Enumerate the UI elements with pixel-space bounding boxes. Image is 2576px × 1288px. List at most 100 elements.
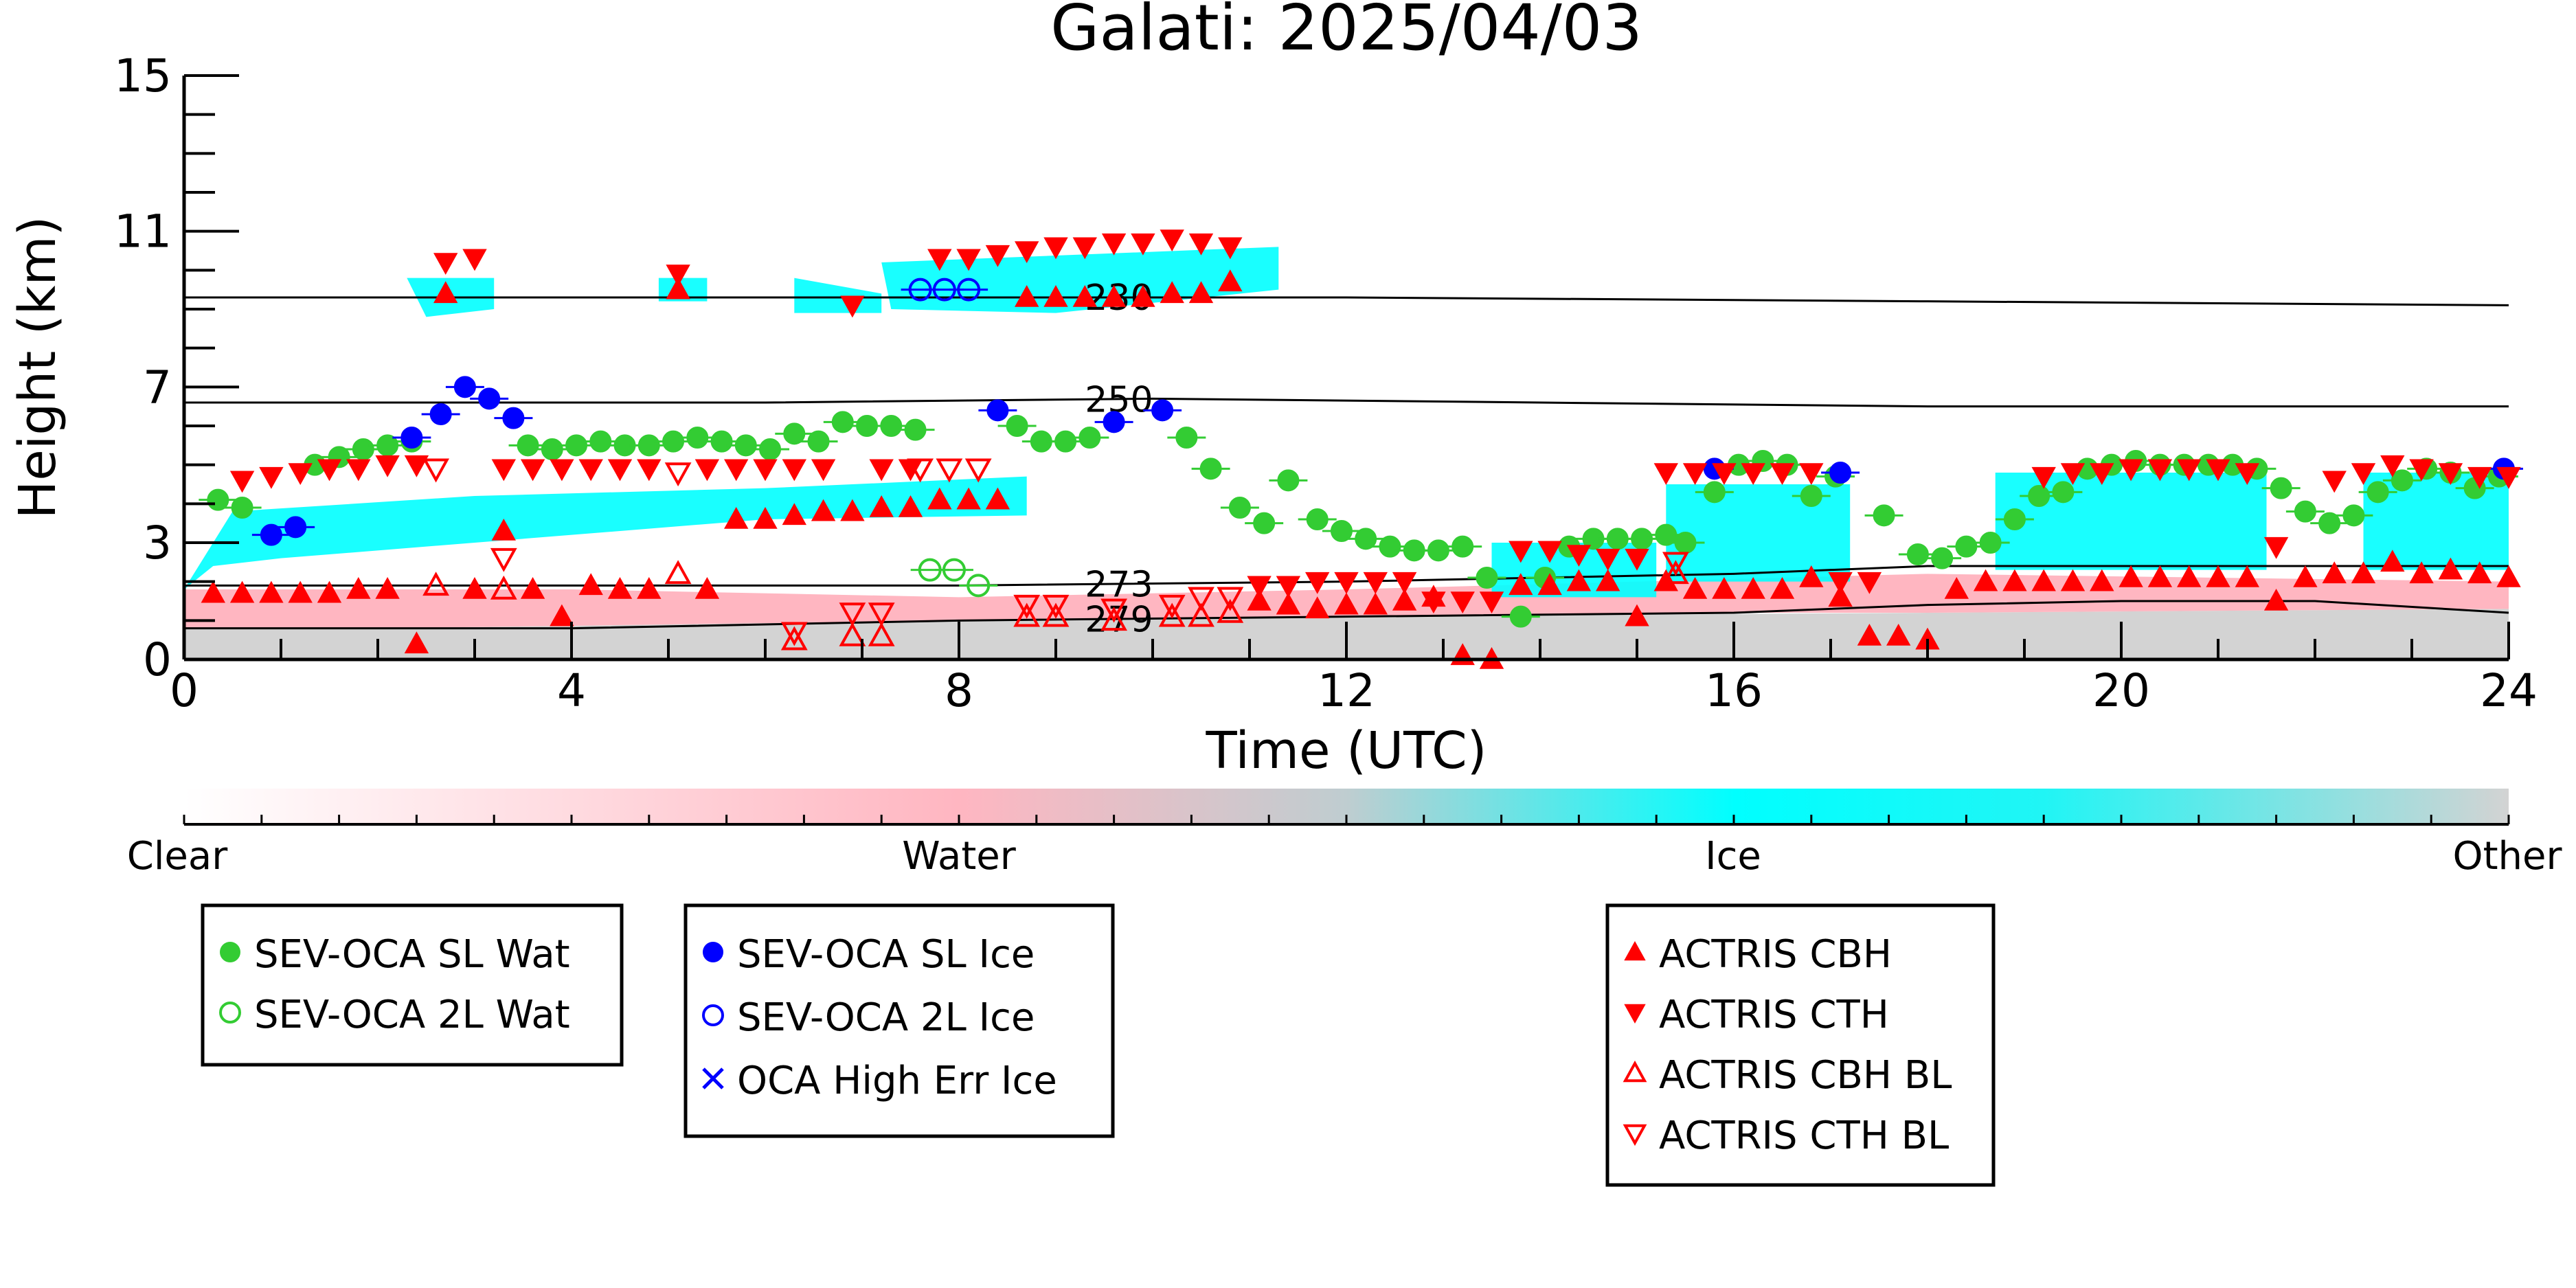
point-actris-cth-bl-3 — [780, 622, 808, 646]
point-actris-cbh-24 — [898, 495, 923, 517]
x-axis-label: Time (UTC) — [1205, 721, 1487, 780]
point-sev-oca-2l-wat-2 — [967, 574, 991, 598]
point-actris-cbh-23 — [869, 495, 894, 517]
x-tick-label-4: 4 — [557, 664, 586, 717]
y-tick-label-7: 7 — [143, 361, 172, 414]
colorbar-ticks — [183, 815, 2510, 826]
cloud-region-ice-7 — [1666, 484, 1851, 582]
point-actris-cth-15 — [666, 264, 690, 287]
y-tick-label-3: 3 — [143, 517, 172, 569]
series-actris-cth-bl — [422, 458, 1689, 646]
point-actris-cbh-10 — [491, 518, 516, 541]
point-sev-oca-2l-wat-1 — [942, 558, 966, 582]
point-actris-cth-48 — [1625, 548, 1649, 571]
y-tick-label-0: 0 — [143, 633, 172, 686]
point-actris-cbh-60 — [1944, 576, 1969, 599]
legend-frame — [683, 903, 1115, 1138]
point-sev-oca-sl-ice-5 — [478, 387, 501, 410]
point-actris-cbh-8 — [433, 281, 458, 304]
point-actris-cbh-48 — [1596, 569, 1620, 591]
point-sev-oca-sl-wat-40 — [1476, 567, 1498, 589]
point-actris-cbh-0 — [201, 580, 225, 603]
point-sev-oca-sl-wat-27 — [1078, 427, 1101, 449]
point-actris-cbh-1 — [229, 580, 255, 603]
point-actris-cth-39 — [1363, 572, 1388, 594]
point-sev-oca-sl-wat-49 — [1703, 481, 1726, 504]
point-actris-cth-68 — [2380, 455, 2405, 477]
point-sev-oca-sl-wat-74 — [2342, 504, 2365, 527]
point-actris-cbh-bl-6 — [1013, 602, 1041, 627]
point-sev-oca-sl-wat-46 — [1631, 528, 1653, 550]
point-actris-cth-25 — [956, 249, 981, 271]
point-actris-cth-57 — [2031, 466, 2056, 489]
legend-marker-sev-oca-2l-wat — [219, 1002, 241, 1024]
point-sev-oca-sl-wat-58 — [1955, 535, 1978, 558]
point-actris-cth-bl-2 — [664, 462, 692, 487]
legend-label-actris-cbh-bl: ACTRIS CBH BL — [1659, 1053, 1952, 1098]
point-actris-cth-38 — [1334, 572, 1359, 594]
point-actris-cbh-62 — [2002, 569, 2027, 591]
point-actris-cth-14 — [637, 459, 662, 482]
point-sev-oca-sl-ice-0 — [260, 523, 282, 546]
point-actris-cbh-33 — [1160, 281, 1184, 304]
colorbar-label-clear: Clear — [127, 834, 228, 879]
point-actris-cth-61 — [2147, 459, 2173, 482]
point-actris-cth-66 — [2322, 471, 2347, 493]
point-actris-cbh-68 — [2177, 565, 2202, 587]
isotherm-label-273: 273 — [1085, 564, 1153, 605]
point-actris-cth-36 — [1276, 576, 1301, 598]
point-actris-cth-42 — [1450, 591, 1475, 614]
point-actris-cbh-52 — [1712, 576, 1737, 599]
point-actris-cth-70 — [2438, 463, 2463, 486]
point-actris-cth-65 — [2263, 536, 2289, 559]
legend-oca-ice: SEV-OCA SL Ice SEV-OCA 2L Ice OCA High Err… — [683, 903, 1115, 1138]
point-actris-cth-45 — [1537, 541, 1562, 563]
point-actris-cth-19 — [782, 459, 806, 482]
point-actris-cth-32 — [1160, 229, 1184, 252]
point-sev-oca-sl-ice-8 — [1103, 411, 1125, 433]
point-actris-cth-16 — [694, 459, 720, 482]
point-sev-oca-sl-wat-4 — [352, 438, 374, 460]
point-actris-cbh-79 — [2496, 565, 2521, 587]
legend-marker-actris-cbh-bl — [1623, 1060, 1647, 1083]
point-actris-cbh-12 — [550, 604, 574, 626]
point-sev-oca-sl-wat-8 — [541, 438, 563, 460]
point-actris-cth-bl-4 — [839, 602, 866, 627]
point-sev-oca-sl-wat-9 — [565, 434, 588, 457]
point-actris-cbh-15 — [637, 576, 662, 599]
point-actris-cth-1 — [259, 466, 284, 489]
point-actris-cbh-11 — [520, 576, 545, 599]
legend-label-sev-oca-sl-ice: SEV-OCA SL Ice — [737, 932, 1035, 977]
x-tick-label-24: 24 — [2480, 664, 2538, 717]
legend-marker-actris-cth — [1624, 1004, 1646, 1024]
point-actris-cbh-bl-12 — [1662, 560, 1689, 585]
point-actris-cbh-16 — [666, 277, 690, 300]
point-actris-cth-bl-0 — [422, 458, 449, 483]
point-sev-oca-sl-ice-7 — [986, 399, 1009, 422]
point-sev-oca-sl-wat-1 — [231, 497, 253, 519]
point-actris-cbh-19 — [753, 506, 778, 529]
point-actris-cbh-54 — [1770, 576, 1795, 599]
series-sev-oca-2l-wat — [910, 558, 998, 598]
point-sev-oca-sl-wat-31 — [1253, 512, 1276, 534]
point-sev-oca-sl-wat-39 — [1451, 535, 1474, 558]
point-sev-oca-sl-ice-6 — [502, 407, 525, 429]
point-actris-cbh-38 — [1305, 596, 1330, 619]
point-actris-cth-bl-6 — [907, 458, 934, 483]
point-sev-oca-sl-wat-22 — [880, 415, 903, 437]
colorbar-label-ice: Ice — [1705, 834, 1761, 879]
point-sev-oca-sl-wat-7 — [517, 434, 539, 457]
point-sev-oca-sl-wat-76 — [2391, 469, 2413, 492]
point-actris-cbh-bl-11 — [1217, 598, 1244, 623]
point-actris-cth-4 — [346, 459, 371, 482]
point-actris-cth-49 — [1653, 463, 1678, 486]
point-actris-cbh-27 — [985, 487, 1010, 510]
point-actris-cth-69 — [2409, 459, 2434, 482]
point-actris-cbh-45 — [1509, 573, 1533, 596]
point-sev-oca-sl-wat-59 — [1979, 532, 2002, 554]
point-actris-cbh-bl-2 — [664, 560, 692, 585]
y-tick-label-15: 15 — [114, 49, 172, 102]
point-actris-cbh-39 — [1334, 592, 1359, 615]
point-actris-cbh-bl-7 — [1042, 602, 1070, 627]
x-tick-label-12: 12 — [1318, 664, 1375, 717]
